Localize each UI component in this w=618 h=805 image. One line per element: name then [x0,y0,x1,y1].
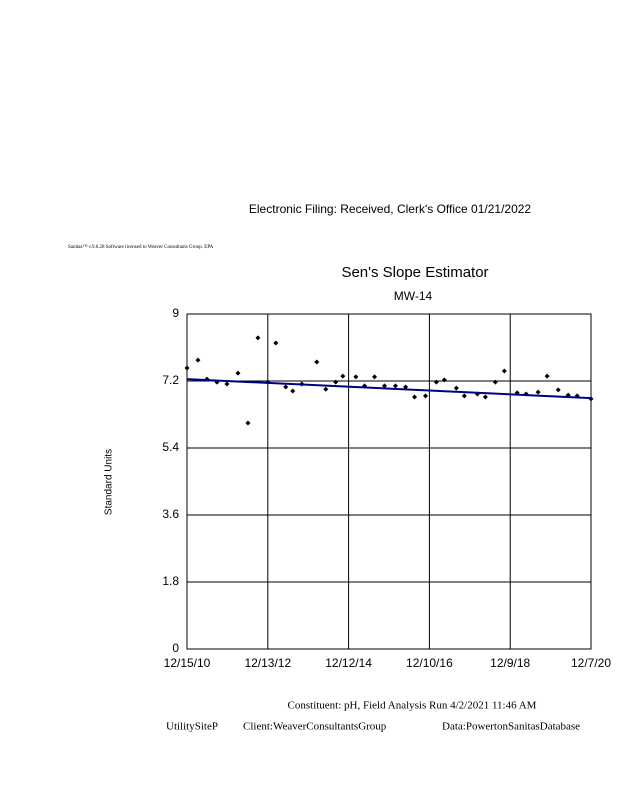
data-point [382,383,388,389]
filing-stamp: Electronic Filing: Received, Clerk's Off… [249,202,532,216]
y-tick-label: 9 [172,306,179,320]
y-tick-label: 0 [172,641,179,655]
data-point [245,420,251,426]
data-point [501,368,507,374]
data-point [235,370,241,376]
client-name: Client:WeaverConsultantsGroup [243,721,387,733]
data-point [482,394,488,400]
site-name: UtilitySiteP [166,721,218,733]
data-point [372,374,378,380]
data-point [333,379,339,385]
data-point [492,379,498,385]
y-axis-label: Standard Units [104,449,115,515]
data-point [433,379,439,385]
chart-title: Sen's Slope Estimator [341,264,488,281]
y-tick-label: 1.8 [162,574,179,588]
x-tick-label: 12/10/16 [406,656,453,670]
plot-border [186,313,592,650]
data-point [224,381,230,387]
data-point [412,394,418,400]
data-point [441,377,447,383]
data-point [453,385,459,391]
data-point [403,384,409,390]
constituent-line: Constituent: pH, Field Analysis Run 4/2/… [288,700,537,712]
data-point [423,393,429,399]
data-point [340,373,346,379]
x-tick-label: 12/12/14 [325,656,372,670]
data-point [283,384,289,390]
data-point [353,374,359,380]
x-tick-label: 12/15/10 [164,656,211,670]
data-point [555,387,561,393]
data-point [314,359,320,365]
data-point [290,388,296,394]
data-point [535,389,541,395]
data-point [461,393,467,399]
data-point [323,386,329,392]
x-tick-label: 12/13/12 [244,656,291,670]
y-tick-label: 5.4 [162,440,179,454]
data-point [255,335,261,341]
trend-line [186,378,592,400]
data-point [544,373,550,379]
license-line: Sanitas™ v.9.6.28 Software licensed to W… [68,244,214,250]
data-point [273,340,279,346]
y-tick-label: 3.6 [162,507,179,521]
data-point [184,365,190,371]
x-tick-label: 12/7/20 [571,656,611,670]
chart-subtitle: MW-14 [394,289,433,303]
x-tick-label: 12/9/18 [490,656,530,670]
data-point [392,383,398,389]
y-tick-label: 7.2 [162,373,179,387]
data-point [195,357,201,363]
database-name: Data:PowertonSanitasDatabase [442,721,580,733]
